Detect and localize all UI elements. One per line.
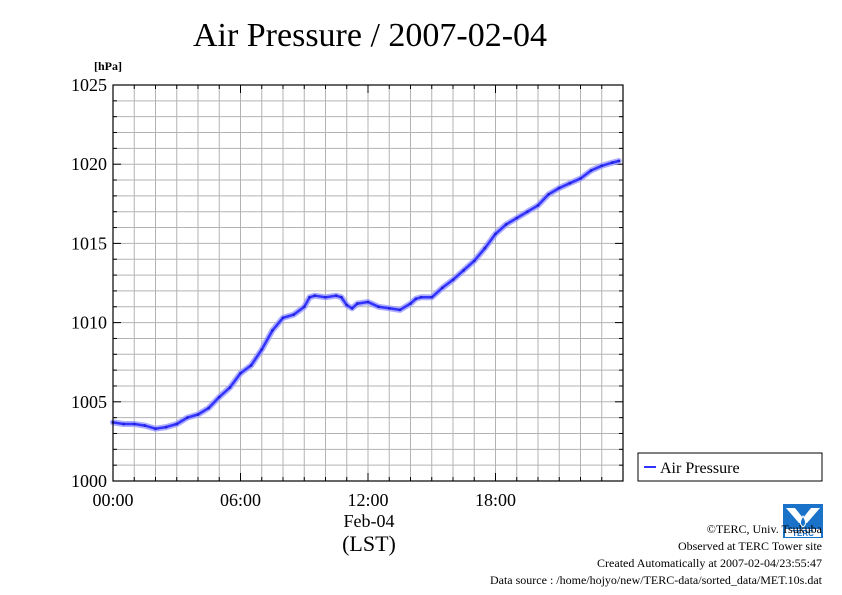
data-point <box>430 295 434 299</box>
data-point <box>483 246 487 250</box>
data-point <box>260 348 264 351</box>
x-axis-timezone-label: (LST) <box>342 531 396 556</box>
x-tick-label: 06:00 <box>220 490 261 510</box>
data-point <box>366 300 370 304</box>
data-point <box>340 295 343 299</box>
x-tick-label: 18:00 <box>475 490 516 510</box>
data-point <box>334 294 338 298</box>
data-point <box>377 305 381 309</box>
data-point <box>143 424 147 427</box>
svg-text:TERC: TERC <box>792 529 814 538</box>
data-point <box>451 278 455 282</box>
data-point <box>185 416 189 420</box>
legend-label-air-pressure: Air Pressure <box>660 460 740 477</box>
terc-logo: TERC <box>783 504 823 538</box>
data-point <box>440 286 444 290</box>
data-point <box>414 297 418 301</box>
data-point <box>175 422 179 426</box>
data-point <box>419 295 423 299</box>
y-tick-label: 1020 <box>71 154 107 174</box>
data-point <box>472 259 476 263</box>
data-point <box>557 186 561 190</box>
legend-box <box>637 452 823 482</box>
data-point <box>324 295 327 299</box>
x-tick-label: 00:00 <box>92 490 133 510</box>
data-point <box>345 303 349 307</box>
y-tick-label: 1000 <box>71 471 107 491</box>
data-point <box>292 313 296 317</box>
data-point <box>239 371 242 375</box>
data-point <box>547 192 551 196</box>
y-tick-label: 1015 <box>71 233 107 253</box>
data-point <box>350 306 354 310</box>
data-point <box>600 164 604 168</box>
data-point <box>617 159 621 163</box>
data-point <box>228 386 232 389</box>
plot-frame <box>112 84 624 482</box>
data-point <box>196 413 200 416</box>
data-point <box>308 295 311 299</box>
data-point <box>281 316 285 320</box>
data-point <box>313 294 317 298</box>
grid-lines <box>113 85 623 481</box>
data-point <box>462 268 466 272</box>
data-point <box>579 177 582 180</box>
data-point <box>504 222 508 226</box>
copyright-text: ©TERC, Univ. Tsukuba <box>706 522 822 536</box>
data-source-text: Data source : /home/hojyo/new/TERC-data/… <box>489 573 822 587</box>
data-point <box>494 232 497 236</box>
chart-title: Air Pressure / 2007-02-04 <box>193 17 547 54</box>
series-layer <box>110 158 622 432</box>
y-axis-unit-label: [hPa] <box>94 59 122 73</box>
data-point <box>249 363 253 367</box>
series-line-air-pressure <box>111 159 621 430</box>
data-point <box>398 308 402 312</box>
data-point <box>207 406 211 410</box>
data-point <box>525 210 529 214</box>
data-point <box>568 181 572 185</box>
observed-text: Observed at TERC Tower site <box>677 539 822 553</box>
created-text: Created Automatically at 2007-02-04/23:5… <box>597 556 822 570</box>
legend: Air Pressure <box>637 452 823 482</box>
data-point <box>122 422 126 426</box>
data-point <box>154 427 157 431</box>
x-tick-label: 12:00 <box>347 490 388 510</box>
data-point <box>387 306 391 310</box>
axis-ticks: 1000 1005 1010 1015 1020 1025 00:00 06:00 12:00 1… <box>71 75 624 510</box>
data-point <box>217 395 221 399</box>
data-point <box>515 216 519 220</box>
data-point <box>302 305 306 309</box>
data-point <box>355 302 359 305</box>
data-point <box>409 302 412 305</box>
data-point <box>132 422 136 426</box>
data-point <box>610 161 614 165</box>
x-axis-date-label: Feb-04 <box>344 511 395 531</box>
data-point <box>536 203 540 207</box>
data-point <box>270 329 274 332</box>
y-tick-label: 1010 <box>71 313 107 333</box>
y-tick-label: 1025 <box>71 75 107 95</box>
data-point <box>589 169 593 172</box>
y-tick-label: 1005 <box>71 392 107 412</box>
data-point <box>164 425 168 429</box>
